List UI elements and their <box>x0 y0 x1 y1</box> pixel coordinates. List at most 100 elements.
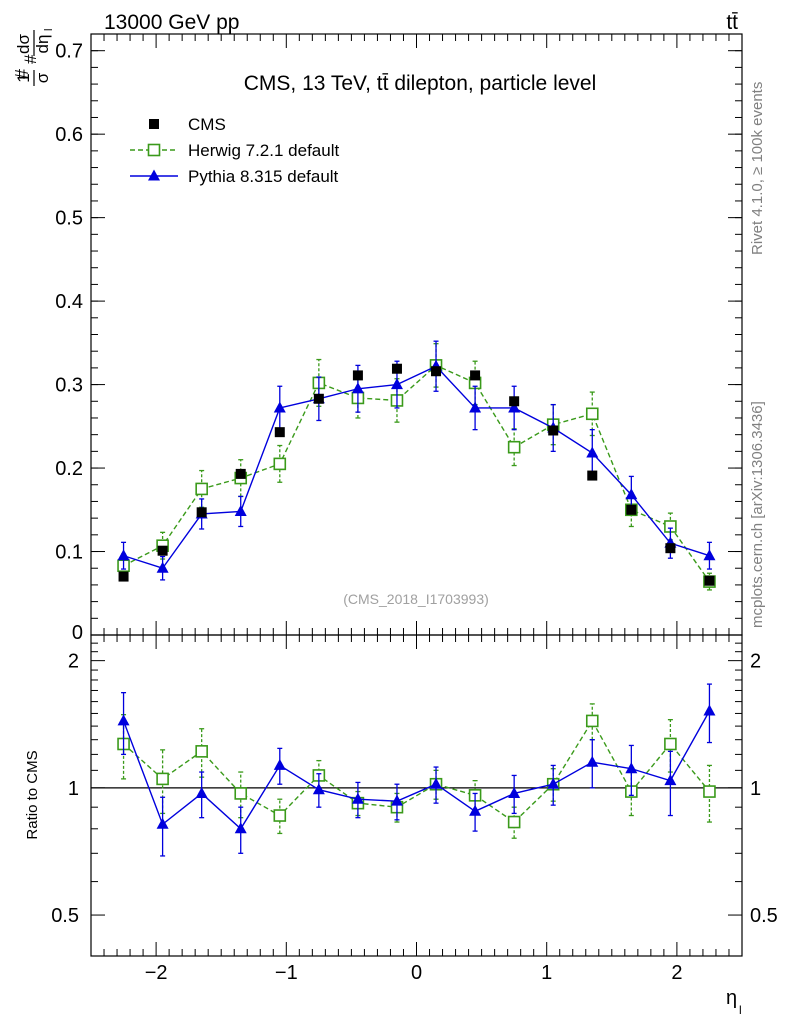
svg-text:#: # <box>21 54 40 64</box>
data-point <box>157 545 168 556</box>
ratio-point <box>117 714 130 726</box>
ratio-point <box>703 785 716 798</box>
ratio-point <box>703 704 716 716</box>
ratio-point <box>390 794 403 806</box>
ratio-point <box>508 786 521 798</box>
y-tick-label: 0.7 <box>55 41 83 63</box>
data-point <box>431 366 442 377</box>
ratio-point <box>351 792 364 804</box>
svg-text:l: l <box>43 29 55 31</box>
ratio-x-axis: −2 −1 0 1 2 <box>90 635 743 984</box>
series-line <box>123 364 711 582</box>
mcplots-label: mcplots.cern.ch [arXiv:1306.3436] <box>749 401 766 628</box>
ratio-point <box>664 737 677 751</box>
ratio-point <box>312 783 325 795</box>
data-point <box>156 561 169 573</box>
ratio-point <box>195 745 208 758</box>
data-point <box>352 370 363 381</box>
main-panel: 0 0.1 0.2 0.3 0.4 0.5 0.6 0.7 CMS, 13 TeV, tt̄ … <box>12 29 743 644</box>
y-tick-label: 0.2 <box>55 458 83 480</box>
ratio-point <box>547 777 560 789</box>
data-point <box>509 396 520 407</box>
y-tick-label: 0.4 <box>55 291 83 313</box>
data-point <box>508 401 521 413</box>
x-tick-label: 2 <box>671 962 682 984</box>
main-x-ticks <box>90 34 743 635</box>
ratio-line <box>123 719 710 823</box>
data-point <box>704 575 715 586</box>
y-axis-label: # <box>12 69 32 79</box>
data-point <box>665 543 676 554</box>
ratio-series-filled-triangle-solid <box>117 683 716 857</box>
ratio-point <box>585 714 599 728</box>
series-open-square-dashed <box>117 343 716 591</box>
ratio-tick-label-right: 2 <box>750 651 761 673</box>
data-point <box>273 457 287 471</box>
data-point <box>118 571 129 582</box>
ratio-point <box>273 758 286 770</box>
y-axis-label-formula: 1 σ # dσ dη l <box>14 29 55 86</box>
ratio-point <box>234 787 248 800</box>
svg-text:1: 1 <box>14 73 33 82</box>
data-point <box>703 549 716 561</box>
ratio-point <box>507 815 521 829</box>
data-point <box>470 370 481 381</box>
legend-marker <box>148 169 160 181</box>
legend-label: Herwig 7.2.1 default <box>188 141 339 160</box>
svg-text:dη: dη <box>33 35 52 54</box>
ratio-point <box>430 777 443 789</box>
ratio-point <box>664 774 677 786</box>
x-tick-label: −2 <box>145 962 168 984</box>
series-filled-triangle-solid <box>117 340 716 581</box>
chart-title: CMS, 13 TeV, tt̄ dilepton, particle leve… <box>244 72 597 95</box>
ratio-point <box>156 817 169 829</box>
x-tick-label: 0 <box>411 962 422 984</box>
y-tick-label: 0.6 <box>55 124 83 146</box>
data-point <box>548 425 559 436</box>
main-y-axis: 0 0.1 0.2 0.3 0.4 0.5 0.6 0.7 <box>55 33 742 644</box>
main-series <box>117 340 716 591</box>
rivet-version-label: Rivet 4.1.0, ≥ 100k events <box>749 82 766 255</box>
legend-label: CMS <box>188 115 226 134</box>
data-point <box>587 470 598 481</box>
x-axis-label: η l <box>726 987 742 1017</box>
series-data <box>118 363 715 586</box>
y-tick-label: 0.5 <box>55 208 83 230</box>
ratio-y-axis: 0.5 0.5 1 1 2 2 <box>51 642 778 927</box>
svg-text:#: # <box>12 69 32 79</box>
beam-label: 13000 GeV pp <box>104 11 239 34</box>
svg-text:η: η <box>726 987 737 1009</box>
ratio-series <box>117 683 716 857</box>
ratio-tick-label-right: 0.5 <box>750 905 778 927</box>
data-point <box>507 440 521 454</box>
legend-entry: Pythia 8.315 default <box>130 167 339 186</box>
data-point <box>196 507 207 518</box>
watermark-label: (CMS_2018_I1703993) <box>343 591 489 607</box>
series-line <box>123 365 710 570</box>
data-point <box>274 427 285 438</box>
ratio-point <box>586 755 599 767</box>
process-label: tt̄ <box>726 11 738 34</box>
y-tick-label: 0.3 <box>55 375 83 397</box>
legend-marker <box>147 143 161 157</box>
ratio-point <box>156 772 169 786</box>
data-point <box>391 363 402 374</box>
svg-text:σ: σ <box>33 72 52 83</box>
svg-text:dσ: dσ <box>14 34 33 54</box>
ratio-line <box>122 710 711 830</box>
svg-text:l: l <box>739 1003 742 1017</box>
legend-label: Pythia 8.315 default <box>188 167 339 186</box>
ratio-tick-label-left: 2 <box>68 651 79 673</box>
ratio-tick-label-right: 1 <box>750 778 761 800</box>
data-point <box>585 407 599 421</box>
legend-entry: Herwig 7.2.1 default <box>130 141 339 160</box>
data-point <box>313 393 324 404</box>
ratio-point <box>195 786 208 798</box>
legend-entry: CMS <box>149 115 226 134</box>
ratio-tick-label-left: 1 <box>68 778 79 800</box>
ratio-series-open-square-dashed <box>117 703 716 839</box>
data-point <box>195 482 208 496</box>
ratio-point <box>273 809 287 822</box>
ratio-panel: 0.5 0.5 1 1 2 2 −2 −1 0 1 2 Ratio to CMS η l <box>24 634 778 1017</box>
x-tick-label: 1 <box>541 962 552 984</box>
